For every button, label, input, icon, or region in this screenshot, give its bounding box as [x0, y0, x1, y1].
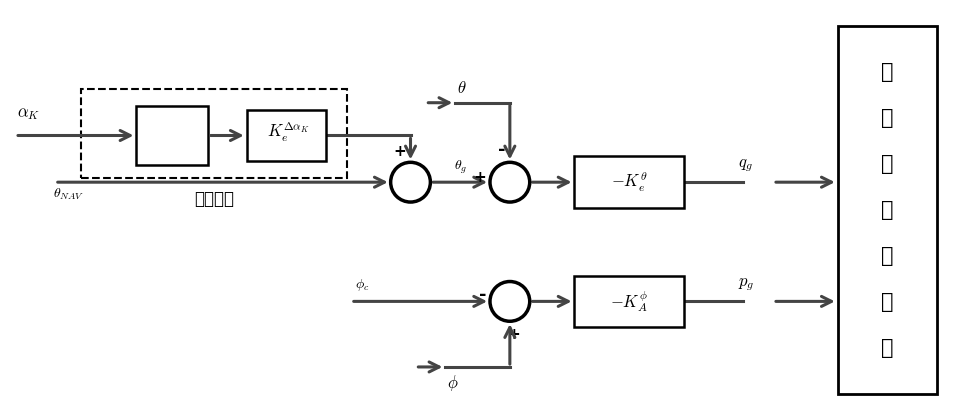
Text: 速: 速 — [881, 108, 894, 128]
Text: 控: 控 — [881, 200, 894, 220]
Text: +: + — [473, 170, 486, 185]
Text: $\phi$: $\phi$ — [447, 373, 459, 393]
Bar — [137, 106, 208, 165]
Text: $\alpha_K$: $\alpha_K$ — [18, 104, 40, 121]
Text: $\theta$: $\theta$ — [457, 79, 467, 97]
Text: 制: 制 — [881, 246, 894, 266]
Text: $\phi_c$: $\phi_c$ — [355, 278, 369, 294]
Text: 角: 角 — [881, 62, 894, 82]
Text: $q_g$: $q_g$ — [738, 156, 753, 174]
Text: $\theta_{NAV}$: $\theta_{NAV}$ — [53, 186, 84, 202]
Text: 率: 率 — [881, 154, 894, 174]
Text: +: + — [508, 327, 520, 342]
Text: +: + — [393, 144, 407, 159]
Text: -: - — [499, 142, 506, 159]
Bar — [837, 26, 937, 394]
Text: $-K_e^{\theta}$: $-K_e^{\theta}$ — [611, 171, 647, 194]
Text: $-K_A^{\phi}$: $-K_A^{\phi}$ — [610, 289, 648, 314]
Text: $K_e^{\Delta\alpha_K}$: $K_e^{\Delta\alpha_K}$ — [267, 121, 309, 144]
Bar — [575, 156, 684, 208]
Bar — [81, 89, 346, 178]
Text: $\theta_g$: $\theta_g$ — [454, 159, 467, 176]
Text: -: - — [478, 286, 486, 304]
Text: $p_g$: $p_g$ — [738, 276, 754, 294]
Bar — [575, 276, 684, 327]
Text: 回: 回 — [881, 292, 894, 312]
Text: 路: 路 — [881, 338, 894, 358]
Bar — [247, 110, 326, 161]
Text: 迎角保护: 迎角保护 — [194, 190, 234, 208]
